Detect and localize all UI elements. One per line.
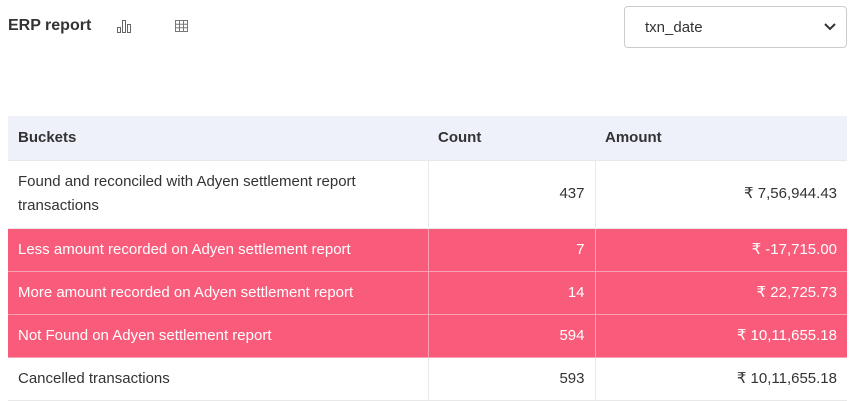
page-title: ERP report [8,17,92,34]
amount-cell: ₹ 10,11,655.18 [594,313,847,358]
bucket-cell: More amount recorded on Adyen settlement… [8,270,429,315]
bucket-cell: Cancelled transactions [8,356,429,401]
amount-cell: ₹ 22,725.73 [594,270,847,315]
chevron-down-icon [824,23,836,31]
column-header-count[interactable]: Count [428,116,595,160]
bucket-cell: Less amount recorded on Adyen settlement… [8,227,429,272]
bar-chart-icon[interactable] [116,18,132,34]
amount-cell: ₹ 10,11,655.18 [594,356,847,401]
count-cell: 437 [427,159,596,229]
bucket-cell: Found and reconciled with Adyen settleme… [8,159,429,229]
table-row[interactable]: Cancelled transactions 593 ₹ 10,11,655.18 [8,356,847,401]
table-row[interactable]: More amount recorded on Adyen settlement… [8,270,847,315]
amount-cell: ₹ 7,56,944.43 [594,159,847,229]
table-row[interactable]: Less amount recorded on Adyen settlement… [8,227,847,272]
amount-cell: ₹ -17,715.00 [594,227,847,272]
grid-table-icon[interactable] [174,18,190,34]
table-row[interactable]: Not Found on Adyen settlement report 594 ₹… [8,313,847,358]
select-value: txn_date [645,18,703,36]
count-cell: 14 [427,270,596,315]
column-header-buckets[interactable]: Buckets [8,116,428,160]
bucket-cell: Not Found on Adyen settlement report [8,313,429,358]
erp-report-table: Buckets Count Amount Found and reconcile… [8,116,847,401]
date-field-select[interactable]: txn_date [624,6,847,48]
count-cell: 594 [427,313,596,358]
count-cell: 593 [427,356,596,401]
column-header-amount[interactable]: Amount [595,116,847,160]
table-header-row: Buckets Count Amount [8,116,847,160]
count-cell: 7 [427,227,596,272]
table-row[interactable]: Found and reconciled with Adyen settleme… [8,159,847,229]
